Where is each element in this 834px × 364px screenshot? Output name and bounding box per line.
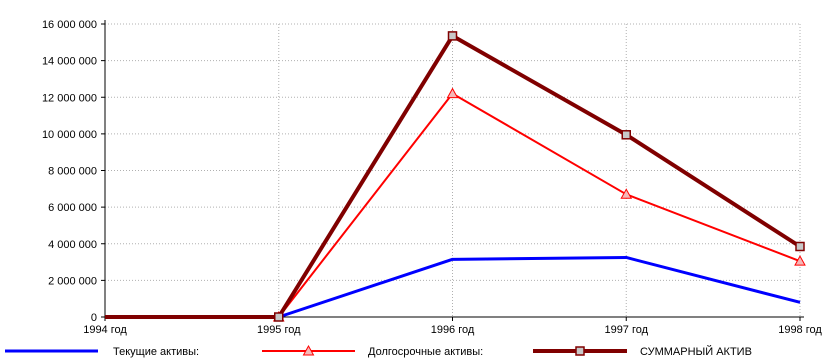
y-tick-labels: 0 2 000 000 4 000 000 6 000 000 8 000 000 10 … — [42, 19, 97, 324]
y-tick-label: 16 000 000 — [42, 19, 97, 31]
y-tick-label: 6 000 000 — [48, 202, 97, 214]
legend-marker — [302, 344, 315, 356]
data-point — [795, 241, 805, 252]
y-tick-label: 4 000 000 — [48, 239, 97, 251]
series — [105, 31, 806, 322]
y-tick-label: 8 000 000 — [48, 166, 97, 178]
data-point — [274, 312, 284, 322]
series-line — [105, 92, 801, 318]
grid — [105, 23, 801, 317]
legend: Текущие активы: Долгосрочные активы: СУММА… — [5, 344, 752, 358]
y-tick-label: 14 000 000 — [42, 56, 97, 68]
x-tick-label: 1994 год — [83, 324, 127, 336]
legend-label: Долгосрочные активы: — [368, 346, 483, 358]
x-tick-label: 1995 год — [257, 324, 301, 336]
y-tick-label: 2 000 000 — [48, 275, 97, 287]
x-tick-labels: 1994 год 1995 год 1996 год 1997 год 1998 год — [83, 324, 822, 336]
legend-marker — [575, 346, 585, 356]
x-tick-label: 1998 год — [778, 324, 822, 336]
y-tick-label: 0 — [91, 312, 97, 324]
y-tick-label: 10 000 000 — [42, 129, 97, 141]
data-point — [446, 87, 459, 99]
x-tick-label: 1996 год — [431, 324, 475, 336]
series-line — [105, 255, 801, 319]
data-point — [447, 31, 458, 41]
data-point — [620, 188, 633, 199]
data-point — [794, 255, 806, 266]
legend-label: СУММАРНЫЙ АКТИВ — [640, 345, 752, 358]
legend-label: Текущие активы: — [113, 346, 199, 358]
y-tick-label: 12 000 000 — [42, 92, 97, 104]
data-point — [621, 130, 631, 140]
x-tick-label: 1997 год — [604, 324, 648, 336]
